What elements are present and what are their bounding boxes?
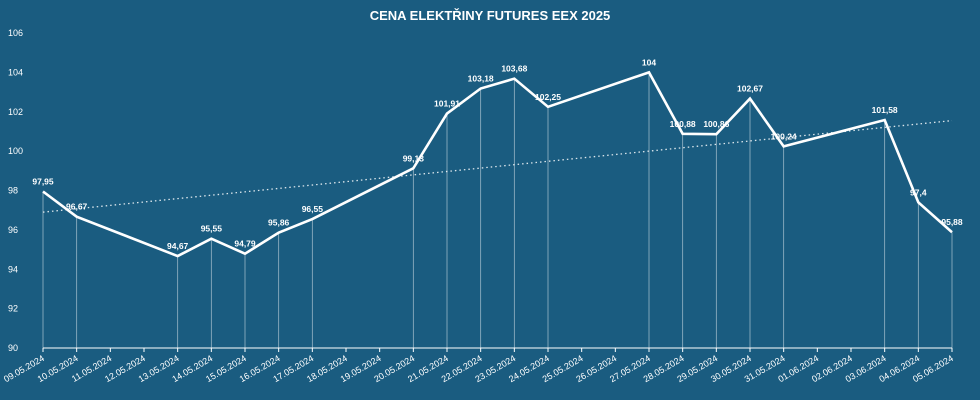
data-label: 95,88 [941,217,963,227]
y-axis-ticks: 90 92 94 96 98 100 102 104 106 [8,28,23,353]
data-label: 94,79 [234,239,256,249]
data-label: 96,55 [302,204,324,214]
data-label: 94,67 [167,241,189,251]
data-label: 100,88 [670,119,696,129]
y-tick-label: 106 [8,28,23,38]
data-label: 104 [642,57,656,67]
series-line [42,70,953,258]
data-label: 103,18 [468,74,494,84]
y-tick-label: 92 [8,304,18,314]
drop-lines [42,72,953,348]
y-tick-label: 94 [8,264,18,274]
y-tick-label: 104 [8,67,23,77]
data-label: 95,55 [201,224,223,234]
data-label: 95,86 [268,218,290,228]
chart-title: CENA ELEKTŘINY FUTURES EEX 2025 [370,8,611,23]
y-tick-label: 100 [8,146,23,156]
data-label: 100,86 [703,119,729,129]
data-label: 101,58 [872,105,898,115]
trendline [42,119,953,213]
x-axis-ticks: 09.05.202410.05.202411.05.202412.05.2024… [2,348,955,384]
data-label: 96,67 [66,202,88,212]
data-label: 97,95 [32,176,54,186]
y-tick-label: 98 [8,186,18,196]
data-label: 100,24 [771,131,797,141]
data-label: 102,25 [535,92,561,102]
y-tick-label: 90 [8,343,18,353]
data-label: 101,91 [434,99,460,109]
data-label: 97,4 [910,187,927,197]
data-label: 99,13 [403,153,425,163]
data-labels: 97,95 96,67 94,67 95,55 94,79 95,86 96,55 99,13… [32,57,963,251]
data-label: 102,67 [737,84,763,94]
y-tick-label: 102 [8,107,23,117]
y-tick-label: 96 [8,225,18,235]
data-label: 103,68 [501,64,527,74]
